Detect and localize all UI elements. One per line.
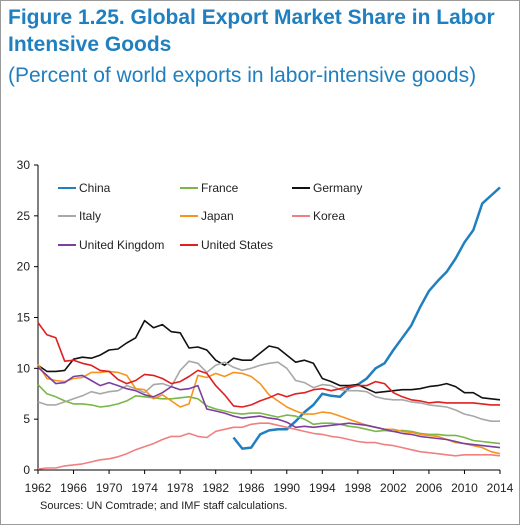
- x-tick-label: 1966: [60, 481, 87, 495]
- y-tick-label: 5: [23, 412, 30, 426]
- series-line-china: [232, 186, 501, 450]
- legend-label-united-states: United States: [201, 238, 273, 252]
- x-tick-label: 1998: [344, 481, 371, 495]
- legend-label-japan: Japan: [201, 209, 234, 223]
- source-note: Sources: UN Comtrade; and IMF staff calc…: [40, 500, 288, 512]
- x-tick-label: 1974: [131, 481, 158, 495]
- y-tick-label: 10: [17, 361, 31, 375]
- line-chart: 0 5 10 15 20 25 30 1962 1966 1970 1974 1978 1982 1986…: [17, 158, 514, 495]
- legend-label-italy: Italy: [79, 209, 101, 223]
- series-line-france: [37, 384, 501, 445]
- legend-label-germany: Germany: [313, 181, 362, 195]
- x-tick-label: 2002: [380, 481, 407, 495]
- series-line-italy: [37, 360, 500, 422]
- legend-label-china: China: [79, 181, 111, 195]
- series-line-korea: [37, 422, 501, 470]
- series-line-united-states: [37, 322, 500, 408]
- chart-subtitle: (Percent of world exports in labor-inten…: [8, 64, 477, 87]
- x-tick-label: 1978: [167, 481, 194, 495]
- x-tick-label: 1962: [25, 481, 52, 495]
- chart-title: Figure 1.25. Global Export Market Share …: [8, 6, 495, 56]
- y-tick-label: 20: [17, 260, 31, 274]
- x-tick-label: 1970: [96, 481, 123, 495]
- x-tick-label: 1986: [238, 481, 265, 495]
- legend-label-korea: Korea: [313, 209, 345, 223]
- x-tick-label: 1994: [309, 481, 336, 495]
- x-tick-label: 1990: [273, 481, 300, 495]
- x-tick-label: 2010: [451, 481, 478, 495]
- legend-label-united-kingdom: United Kingdom: [79, 238, 164, 252]
- y-tick-label: 25: [17, 209, 31, 223]
- x-tick-label: 1982: [202, 481, 229, 495]
- x-tick-label: 2014: [487, 481, 514, 495]
- legend-label-france: France: [201, 181, 239, 195]
- y-tick-label: 0: [23, 463, 30, 477]
- y-tick-label: 30: [17, 158, 31, 172]
- series-line-japan: [37, 363, 501, 455]
- series-line-united-kingdom: [37, 366, 501, 449]
- x-tick-label: 2006: [416, 481, 443, 495]
- series-line-germany: [37, 319, 501, 401]
- y-tick-label: 15: [17, 311, 31, 325]
